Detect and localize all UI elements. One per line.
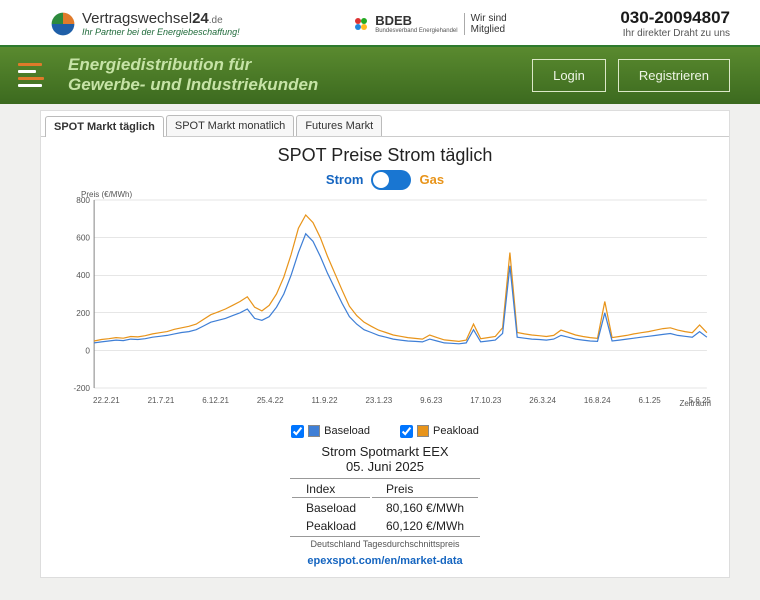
- tab-spot-daily[interactable]: SPOT Markt täglich: [45, 116, 164, 137]
- bdeb-name: BDEB: [375, 13, 457, 28]
- mitglied-text: Wir sindMitglied: [464, 13, 507, 35]
- brand-tagline: Ihr Partner bei der Energiebeschaffung!: [82, 27, 240, 37]
- bdeb-sub: Bundesverband Energiehandel: [375, 28, 457, 34]
- main-panel: SPOT Markt täglich SPOT Markt monatlich …: [40, 110, 730, 578]
- header-bar: Energiedistribution fürGewerbe- und Indu…: [0, 47, 760, 104]
- top-bar: Vertragswechsel24.de Ihr Partner bei der…: [0, 0, 760, 45]
- tab-futures[interactable]: Futures Markt: [296, 115, 382, 136]
- menu-icon[interactable]: [18, 63, 48, 87]
- phone-number[interactable]: 030-20094807: [620, 8, 730, 28]
- chart-title: SPOT Preise Strom täglich: [41, 145, 729, 166]
- price-chart: -2000200400600800: [53, 194, 711, 394]
- bdeb-logo-icon: [353, 16, 369, 32]
- summary-title: Strom Spotmarkt EEX: [41, 444, 729, 459]
- table-row: Peakload60,120 €/MWh: [292, 518, 478, 534]
- tabs: SPOT Markt täglich SPOT Markt monatlich …: [41, 111, 729, 137]
- summary-footnote: Deutschland Tagesdurchschnittspreis: [41, 539, 729, 549]
- svg-text:0: 0: [85, 346, 90, 355]
- x-ticks: 22.2.2121.7.216.12.2125.4.2211.9.2223.1.…: [93, 396, 711, 405]
- brand-logo-icon: [50, 11, 76, 37]
- source-link[interactable]: epexspot.com/en/market-data: [41, 555, 729, 567]
- table-row: Baseload80,160 €/MWh: [292, 500, 478, 516]
- toggle-label-strom[interactable]: Strom: [326, 172, 364, 187]
- toggle-switch[interactable]: [371, 170, 411, 190]
- chart-legend: Baseload Peakload: [41, 425, 729, 438]
- legend-baseload-check[interactable]: [291, 425, 304, 438]
- headline: Energiedistribution fürGewerbe- und Indu…: [68, 55, 512, 96]
- svg-text:200: 200: [76, 309, 90, 318]
- summary-date: 05. Juni 2025: [41, 459, 729, 474]
- contact-box: 030-20094807 Ihr direkter Draht zu uns: [620, 8, 730, 39]
- login-button[interactable]: Login: [532, 59, 606, 92]
- svg-text:600: 600: [76, 233, 90, 242]
- phone-sub: Ihr direkter Draht zu uns: [620, 28, 730, 39]
- x-axis-label: Zeitraum: [679, 399, 711, 408]
- commodity-toggle: Strom Gas: [41, 170, 729, 190]
- brand-name: Vertragswechsel24.de: [82, 10, 240, 27]
- legend-peakload[interactable]: Peakload: [400, 425, 479, 438]
- legend-baseload[interactable]: Baseload: [291, 425, 370, 438]
- membership-badge: BDEB Bundesverband Energiehandel Wir sin…: [353, 13, 507, 35]
- svg-text:-200: -200: [74, 384, 91, 393]
- y-axis-label: Preis (€/MWh): [81, 190, 132, 199]
- brand[interactable]: Vertragswechsel24.de Ihr Partner bei der…: [50, 10, 240, 37]
- summary-box: Strom Spotmarkt EEX 05. Juni 2025 IndexP…: [41, 444, 729, 567]
- table-row: IndexPreis: [292, 481, 478, 498]
- register-button[interactable]: Registrieren: [618, 59, 730, 92]
- tab-spot-monthly[interactable]: SPOT Markt monatlich: [166, 115, 294, 136]
- svg-text:400: 400: [76, 271, 90, 280]
- legend-peakload-check[interactable]: [400, 425, 413, 438]
- price-table: IndexPreis Baseload80,160 €/MWh Peakload…: [290, 478, 480, 537]
- chart-area: Preis (€/MWh) -2000200400600800 Zeitraum: [53, 194, 711, 394]
- toggle-label-gas[interactable]: Gas: [419, 172, 444, 187]
